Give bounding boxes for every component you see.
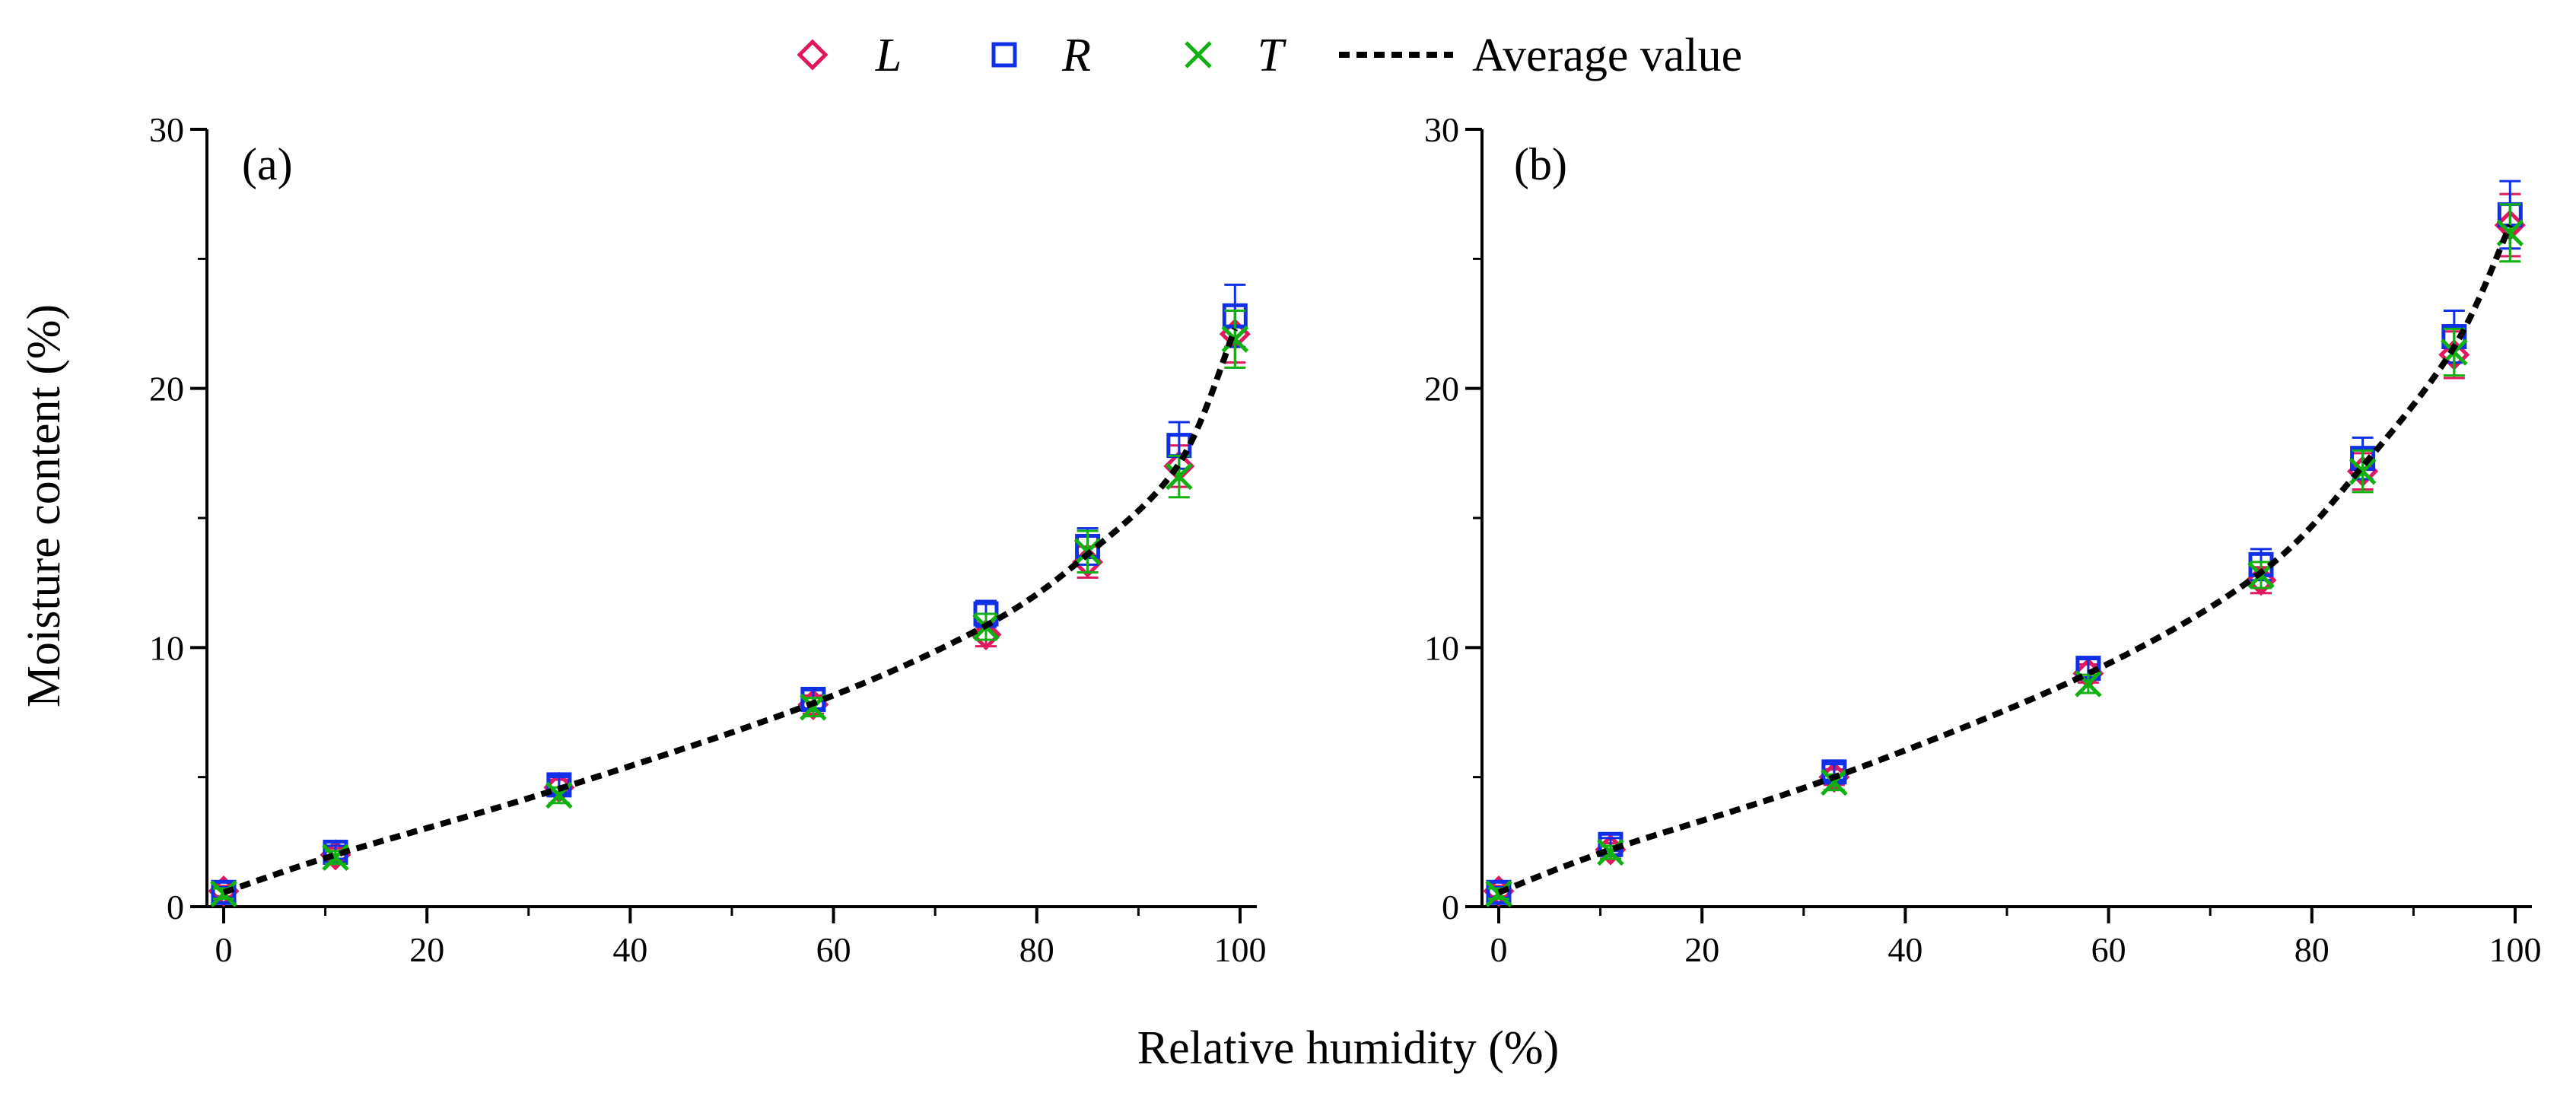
- y-tick-label: 10: [149, 628, 184, 667]
- y-tick-label: 20: [1424, 370, 1459, 408]
- legend-avg-label: Average value: [1472, 30, 1742, 81]
- series-l: [208, 304, 1251, 907]
- x-axis-title: Relative humidity (%): [1137, 1022, 1559, 1074]
- x-tick-label: 20: [409, 930, 444, 969]
- x-tick-label: 80: [2295, 930, 2330, 969]
- series-t: [1485, 203, 2524, 907]
- legend-r-marker: [991, 42, 1017, 68]
- y-tick-label: 0: [1442, 888, 1459, 926]
- y-tick-label: 10: [1424, 628, 1459, 667]
- data-point-t: [210, 880, 237, 907]
- series-r: [211, 283, 1248, 905]
- legend-r-label: R: [1061, 30, 1091, 81]
- x-tick-label: 0: [1490, 930, 1508, 969]
- data-point-t: [800, 693, 827, 721]
- data-point-l: [970, 618, 1002, 650]
- y-tick-label: 0: [167, 888, 184, 926]
- x-tick-label: 100: [1214, 930, 1267, 969]
- series-t: [210, 309, 1249, 907]
- average-value-line: [222, 327, 1239, 896]
- panel-a: 0 10 20 30 0 20 40 60 80 100 (a): [149, 110, 1267, 969]
- legend-t-marker: [1185, 41, 1212, 68]
- data-point-t: [1485, 880, 1512, 907]
- y-tick-label: 30: [149, 110, 184, 149]
- panel-label: (a): [242, 139, 293, 189]
- legend: L R T Average value: [797, 30, 1742, 81]
- data-point-t: [1166, 462, 1193, 491]
- legend-l-marker: [797, 39, 828, 71]
- data-point-t: [2349, 457, 2377, 485]
- x-tick-label: 60: [2091, 930, 2126, 969]
- x-tick-label: 40: [612, 930, 647, 969]
- legend-l-label: L: [875, 30, 902, 81]
- x-tick-label: 60: [816, 930, 851, 969]
- x-tick-label: 100: [2489, 930, 2542, 969]
- panel-label: (b): [1514, 139, 1567, 189]
- x-tick-label: 40: [1887, 930, 1922, 969]
- legend-t-label: T: [1258, 30, 1287, 81]
- x-tick-label: 20: [1684, 930, 1719, 969]
- panel-b: 0 10 20 30 0 20 40 60 80 100 (b): [1424, 110, 2542, 969]
- y-tick-label: 20: [149, 370, 184, 408]
- x-tick-label: 80: [1019, 930, 1054, 969]
- data-point-r: [1486, 879, 1512, 905]
- y-axis-title: Moisture content (%): [18, 304, 70, 707]
- average-value-line: [1497, 224, 2513, 895]
- data-point-t: [1821, 768, 1848, 796]
- data-point-r: [211, 879, 237, 905]
- series-l: [1483, 192, 2526, 907]
- y-tick-label: 30: [1424, 110, 1459, 149]
- data-point-t: [1221, 326, 1249, 353]
- x-tick-label: 0: [215, 930, 233, 969]
- series-r: [1486, 180, 2523, 905]
